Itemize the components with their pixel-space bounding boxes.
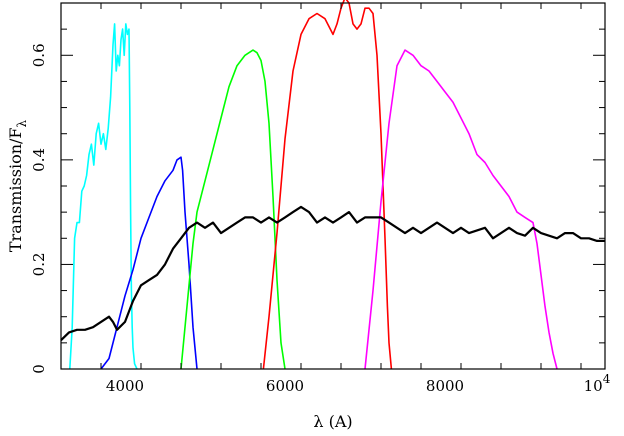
x-tick-label: 104 — [584, 372, 611, 395]
x-axis-label: λ (A) — [313, 412, 352, 431]
y-axis-label-main: Transmission/F — [6, 127, 25, 252]
x-tick-label-exponent: 4 — [603, 372, 611, 386]
series-line-5 — [364, 49, 558, 370]
series-line-4 — [262, 0, 393, 370]
axis-ticks — [60, 2, 605, 370]
x-tick-label: 4000 — [106, 377, 144, 395]
y-tick-label: 0.4 — [30, 148, 48, 172]
series-line-6 — [60, 205, 605, 341]
plot-area — [60, 0, 605, 370]
x-tick-label-base: 10 — [584, 377, 603, 395]
x-tick-label: 6000 — [266, 377, 304, 395]
x-tick-label: 8000 — [426, 377, 464, 395]
y-axis-label-subscript: λ — [15, 119, 29, 127]
series-line-1 — [69, 23, 138, 370]
tick-labels: 4000 6000 8000 104 0 0.2 0.4 0.6 — [30, 43, 611, 395]
y-tick-label: 0 — [30, 364, 48, 374]
series-line-3 — [180, 49, 286, 370]
y-tick-label: 0.6 — [30, 43, 48, 67]
y-tick-label: 0.2 — [30, 252, 48, 276]
y-axis-label: Transmission/Fλ — [6, 119, 29, 252]
